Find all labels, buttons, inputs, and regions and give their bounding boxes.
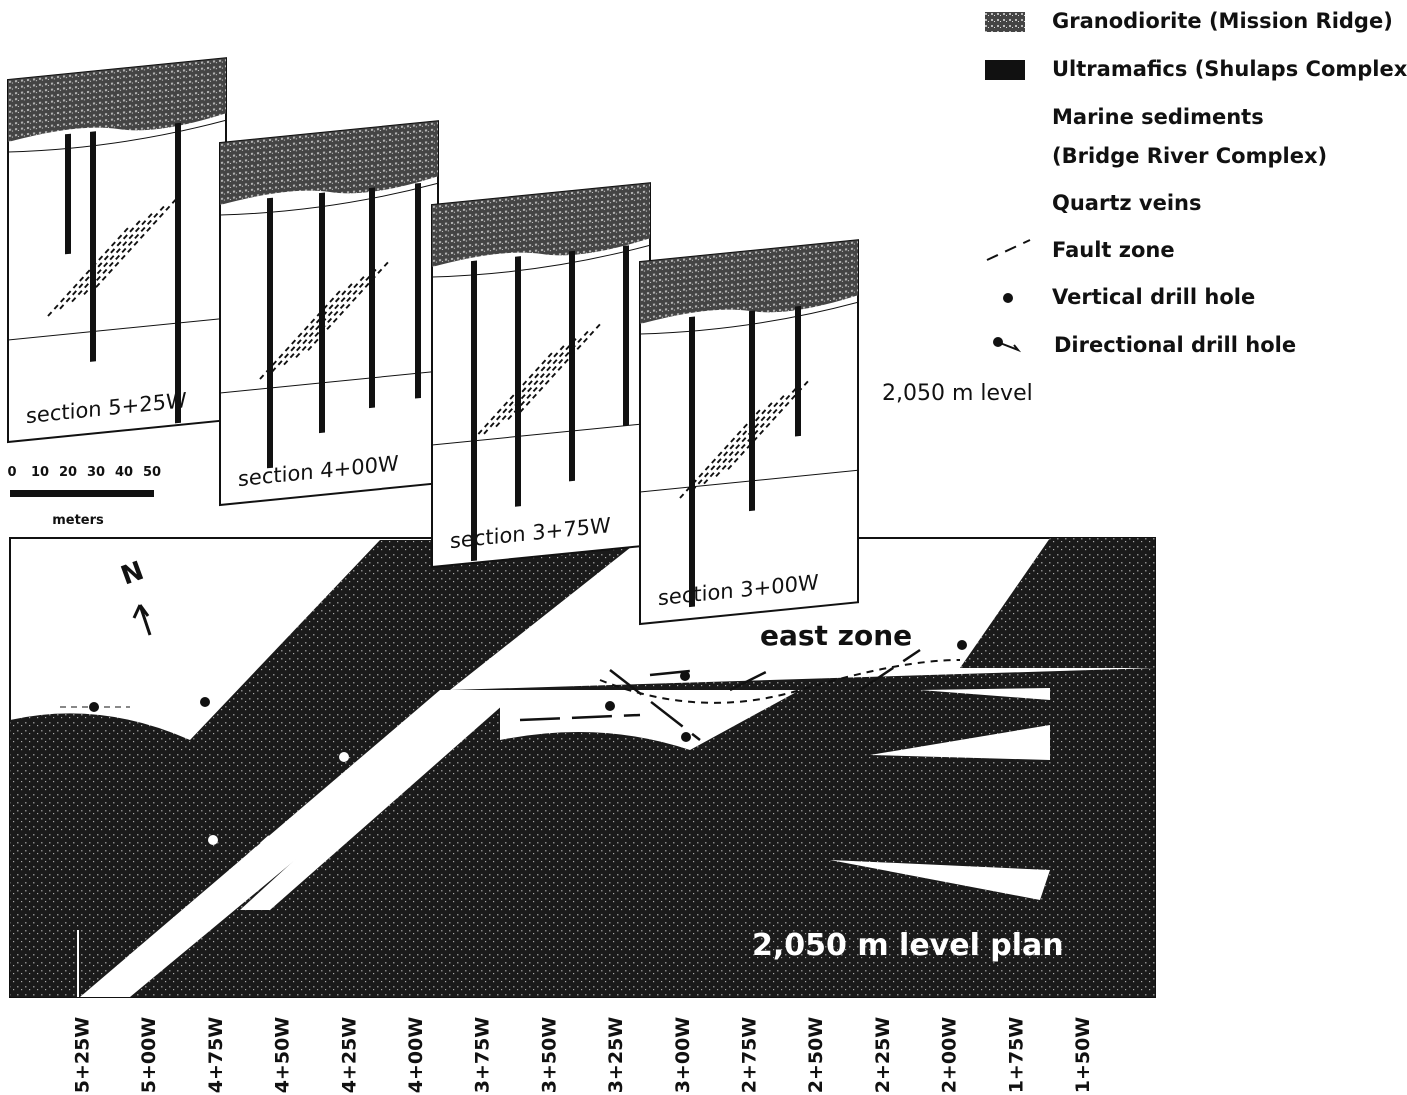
drill-hole [415, 183, 421, 399]
station-label: 1+50W [1072, 1017, 1094, 1094]
drill-hole [369, 188, 375, 409]
drill-hole [957, 640, 967, 650]
drill-hole [749, 311, 755, 512]
drill-hole [175, 123, 181, 424]
station-label: 2+75W [739, 1017, 761, 1094]
station-label: 2+25W [872, 1017, 894, 1094]
legend-label: Vertical drill hole [1052, 285, 1255, 309]
cross-section: section 5+25W [8, 58, 226, 442]
scale-tick-label: 40 [115, 465, 133, 480]
legend-symbol [985, 60, 1025, 80]
station-label: 3+50W [538, 1017, 560, 1094]
station-label: 3+25W [605, 1017, 627, 1094]
legend: Granodiorite (Mission Ridge) Ultramafics… [985, 9, 1407, 357]
level-label: 2,050 m level [882, 381, 1033, 406]
station-label: 3+00W [672, 1017, 694, 1094]
drill-hole [471, 261, 477, 562]
drill-hole [795, 306, 801, 437]
cross-section: section 3+75W [432, 183, 650, 567]
station-label: 1+75W [1005, 1017, 1027, 1094]
legend-label: Granodiorite (Mission Ridge) [1052, 9, 1393, 33]
legend-label: Directional drill hole [1054, 333, 1296, 357]
legend-label: Ultramafics (Shulaps Complex) [1052, 57, 1407, 81]
station-label: 4+00W [405, 1017, 427, 1094]
legend-symbol [993, 337, 1003, 347]
station-label: 4+75W [205, 1017, 227, 1094]
legend-label: Marine sediments [1052, 105, 1264, 129]
scale-tick-label: 0 [7, 465, 16, 480]
drill-hole [89, 702, 99, 712]
legend-symbol [985, 12, 1025, 32]
scale-tick-label: 20 [59, 465, 77, 480]
legend-symbol [987, 240, 1030, 260]
legend-label: Quartz veins [1052, 191, 1201, 215]
drill-hole [65, 134, 71, 255]
scale-bar-fill [10, 490, 154, 497]
drill-hole [623, 245, 629, 426]
drill-hole [267, 198, 273, 469]
drill-hole [208, 835, 218, 845]
drill-hole [689, 317, 695, 608]
drill-hole [605, 701, 615, 711]
station-label: 5+00W [138, 1017, 160, 1094]
station-label: 2+50W [805, 1017, 827, 1094]
scale-tick-label: 10 [31, 465, 49, 480]
scale-unit: meters [52, 513, 104, 528]
station-label: 2+00W [939, 1017, 961, 1094]
page: Granodiorite (Mission Ridge) Ultramafics… [0, 0, 1407, 1095]
plan-map: N east zone 455 zone 2,050 m level plan [10, 538, 1155, 997]
drill-hole [200, 697, 210, 707]
drill-hole [569, 251, 575, 482]
legend-symbol [1003, 293, 1013, 303]
drill-hole [339, 752, 349, 762]
drill-hole [680, 671, 690, 681]
station-label: 3+75W [472, 1017, 494, 1094]
station-label: 5+25W [72, 1017, 94, 1094]
east-zone-label: east zone [760, 619, 912, 652]
plan-title: 2,050 m level plan [752, 928, 1064, 963]
legend-label: Fault zone [1052, 238, 1175, 262]
drill-hole [681, 732, 691, 742]
cross-section: section 3+00W [640, 240, 858, 624]
scale-tick-label: 30 [87, 465, 105, 480]
diagram: Granodiorite (Mission Ridge) Ultramafics… [0, 0, 1407, 1095]
cross-section: section 4+00W [220, 121, 438, 505]
drill-hole [515, 256, 521, 507]
station-label: 4+25W [338, 1017, 360, 1094]
station-label: 4+50W [272, 1017, 294, 1094]
drill-hole [90, 131, 96, 362]
legend-symbol [1000, 343, 1018, 350]
scale-tick-label: 50 [143, 465, 161, 480]
scale-bar: meters [10, 490, 154, 528]
legend-label: (Bridge River Complex) [1052, 144, 1327, 168]
